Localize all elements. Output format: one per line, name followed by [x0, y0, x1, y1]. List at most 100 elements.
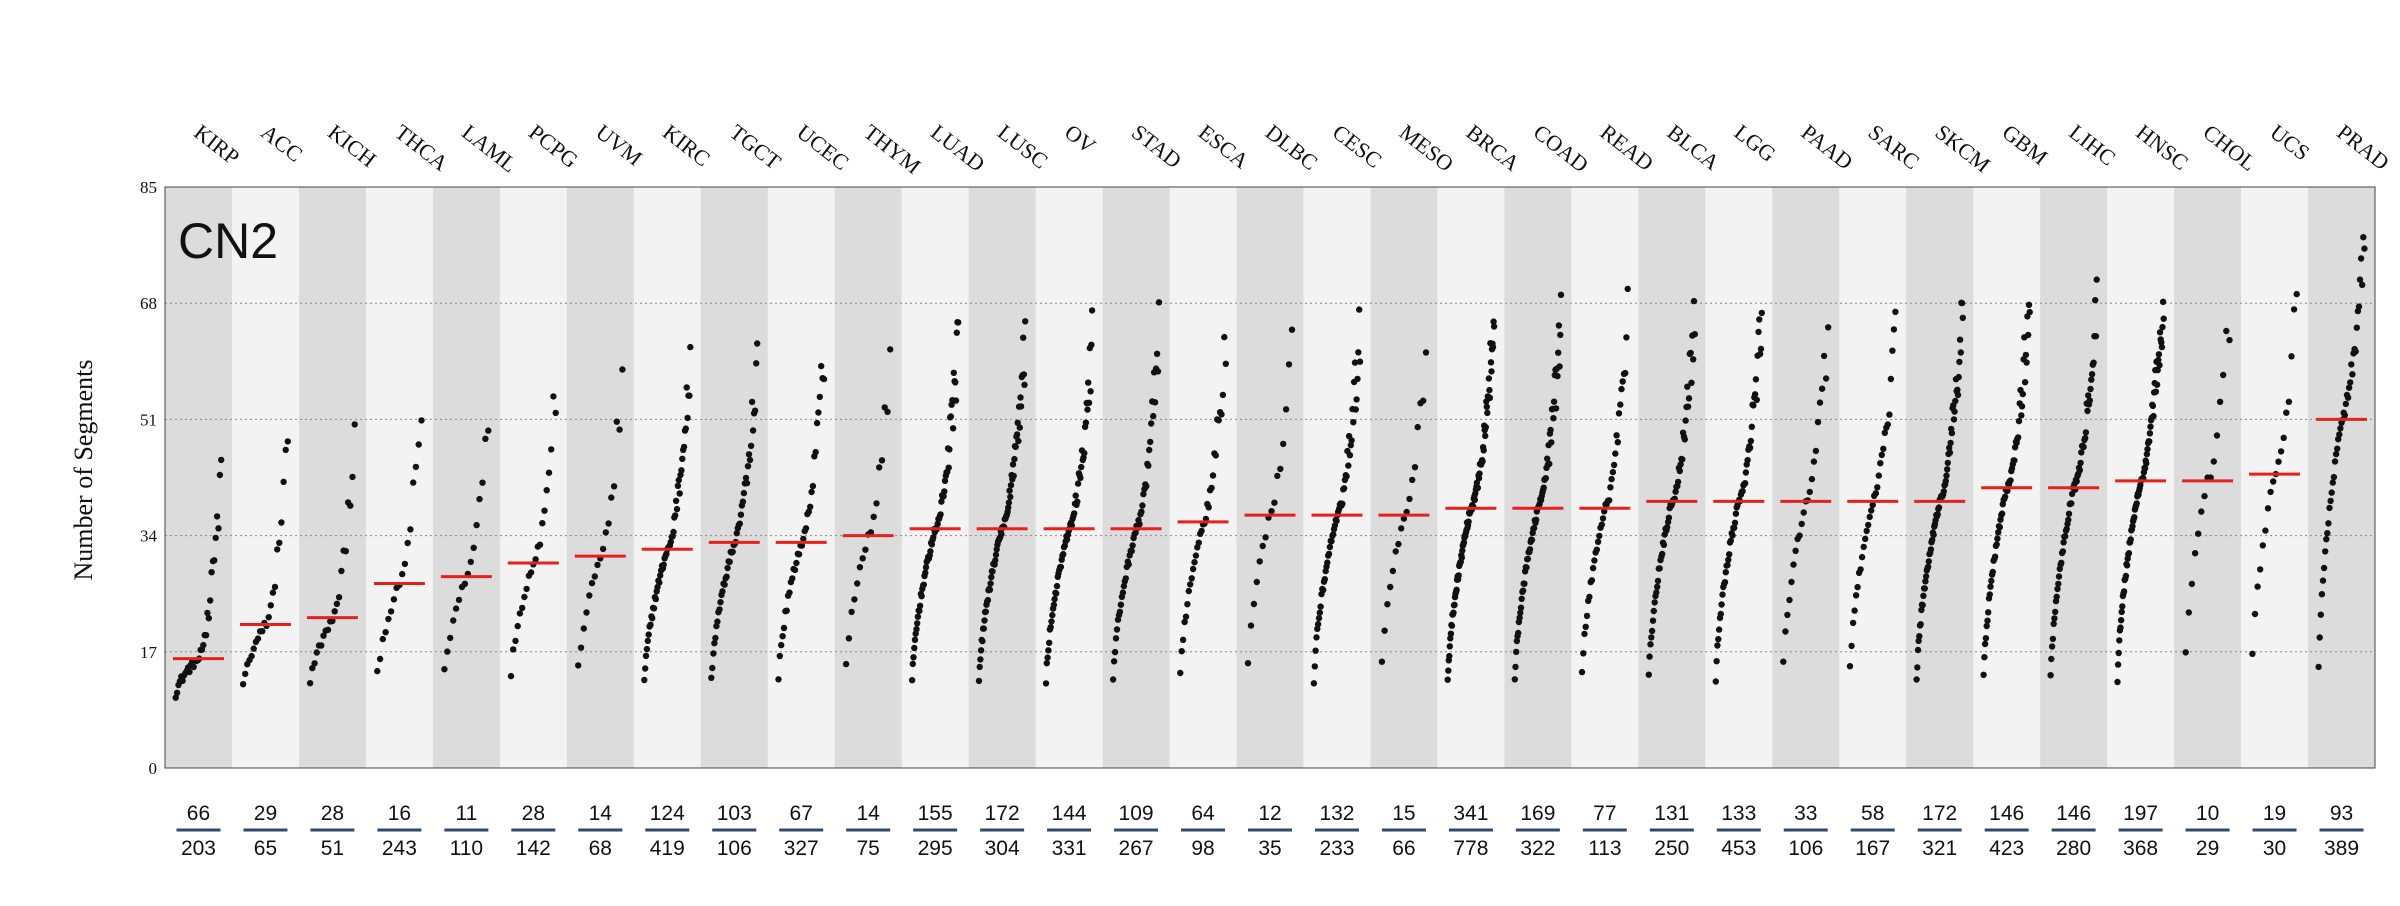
data-point — [987, 580, 994, 587]
data-point — [1993, 541, 2000, 548]
data-point — [1187, 581, 1194, 588]
data-point — [1957, 349, 1965, 356]
data-point — [248, 652, 255, 660]
data-point — [1530, 524, 1538, 532]
data-point — [1820, 352, 1828, 360]
data-point — [1451, 601, 1458, 608]
band-acc — [231, 187, 300, 768]
data-point — [1798, 520, 1805, 528]
data-point — [776, 652, 783, 660]
data-point — [2090, 359, 2097, 366]
count-bottom-thym: 75 — [857, 837, 880, 860]
data-point — [2182, 649, 2189, 656]
data-point — [2147, 423, 2154, 430]
data-point — [2011, 457, 2018, 464]
data-point — [1944, 466, 1951, 473]
data-point — [1589, 564, 1597, 572]
data-point — [523, 585, 530, 593]
data-point — [976, 663, 983, 671]
data-point — [672, 512, 679, 519]
data-point — [1071, 510, 1078, 517]
data-point — [1259, 542, 1266, 550]
data-point — [2254, 583, 2261, 590]
data-point — [1348, 437, 1355, 444]
data-point — [2160, 315, 2167, 322]
data-point — [1714, 642, 1721, 649]
data-point — [2073, 478, 2080, 485]
data-point — [2053, 593, 2060, 600]
y-tick-label: 0 — [149, 759, 158, 778]
data-point — [1916, 633, 1923, 640]
data-point — [1513, 637, 1521, 645]
data-point — [390, 596, 398, 603]
data-point — [1889, 347, 1896, 354]
data-point — [1140, 490, 1147, 498]
count-top-kirc: 124 — [650, 802, 685, 825]
data-point — [2345, 384, 2353, 391]
data-point — [1943, 472, 1950, 479]
data-point — [1082, 419, 1090, 426]
data-point — [2146, 430, 2154, 437]
data-point — [675, 476, 682, 484]
count-top-acc: 29 — [254, 802, 277, 825]
data-point — [441, 666, 448, 673]
data-point — [1944, 459, 1952, 467]
y-tick-label: 51 — [140, 410, 157, 429]
data-point — [1221, 333, 1228, 341]
count-top-lihc: 146 — [2056, 802, 2091, 825]
data-point — [652, 595, 659, 603]
points-kirp — [172, 456, 225, 701]
data-point — [2048, 643, 2056, 650]
data-point — [941, 488, 948, 495]
data-point — [1528, 536, 1536, 544]
data-point — [1614, 439, 1622, 446]
count-top-ucs: 19 — [2263, 802, 2286, 825]
data-point — [1866, 513, 1873, 521]
data-point — [1860, 543, 1867, 551]
data-point — [989, 568, 996, 575]
count-bottom-esca: 98 — [1191, 837, 1214, 860]
data-point — [1548, 439, 1555, 446]
data-point — [2114, 678, 2121, 686]
data-point — [1985, 609, 1992, 616]
count-top-read: 77 — [1593, 802, 1616, 825]
data-point — [467, 558, 474, 566]
data-point — [2201, 492, 2208, 500]
data-point — [1381, 627, 1388, 634]
count-bottom-ucs: 30 — [2263, 837, 2286, 860]
data-point — [941, 477, 949, 484]
data-point — [1599, 515, 1607, 522]
data-point — [1282, 406, 1290, 413]
data-point — [1593, 546, 1601, 553]
data-point — [265, 614, 272, 621]
data-point — [1682, 417, 1689, 424]
data-point — [793, 559, 800, 567]
data-point — [2078, 449, 2085, 456]
data-point — [1948, 429, 1956, 437]
data-point — [1659, 550, 1666, 558]
data-point — [1147, 438, 1154, 446]
category-label-ucec: UCEC — [792, 119, 854, 175]
data-point — [1989, 568, 1997, 576]
data-point — [1544, 455, 1551, 462]
data-point — [950, 369, 957, 376]
points-lihc — [2047, 276, 2100, 679]
data-point — [1684, 403, 1692, 410]
data-point — [577, 644, 585, 651]
data-point — [1920, 592, 1927, 599]
data-point — [1812, 447, 1820, 455]
data-point — [1486, 394, 1494, 402]
count-top-thym: 14 — [857, 802, 881, 825]
data-point — [2001, 493, 2009, 500]
data-points — [172, 234, 2368, 701]
count-top-prad: 93 — [2330, 802, 2353, 825]
data-point — [545, 469, 553, 476]
data-point — [1447, 630, 1455, 637]
data-point — [2336, 431, 2343, 438]
data-point — [856, 564, 864, 571]
data-point — [1482, 424, 1490, 431]
data-point — [1596, 532, 1603, 540]
data-point — [2331, 458, 2339, 465]
count-bottom-lgg: 453 — [1721, 837, 1756, 860]
data-point — [1112, 635, 1120, 642]
